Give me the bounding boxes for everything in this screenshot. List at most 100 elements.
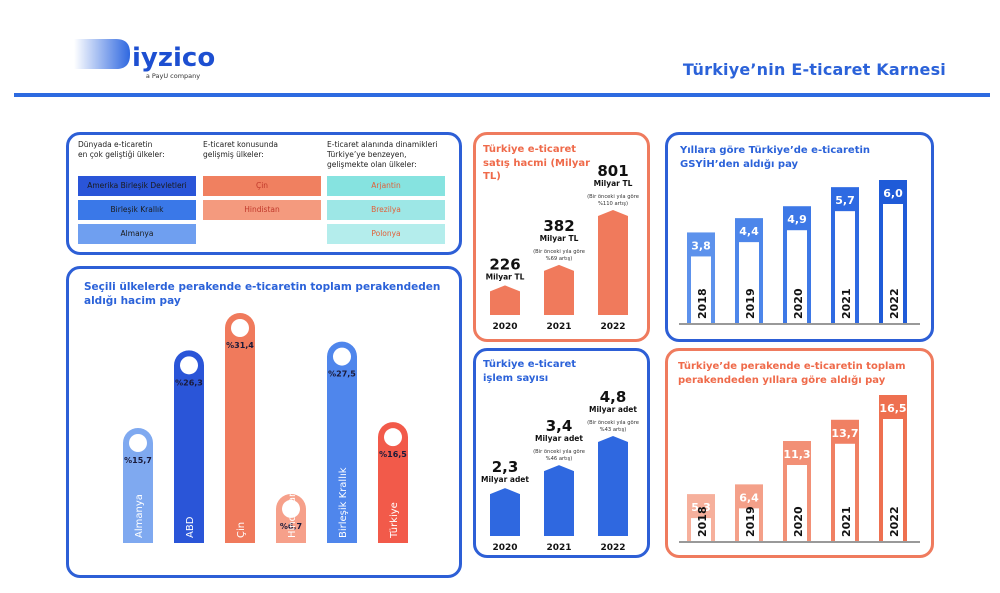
- growth-note: (Bir önceki yıla göre: [533, 449, 585, 455]
- bar-inner: [787, 230, 807, 323]
- retail-share-value: %16,5: [379, 450, 407, 459]
- year-label: 2020: [492, 543, 517, 553]
- value-label: 4,9: [787, 213, 807, 226]
- retail-share-value: %27,5: [328, 370, 356, 379]
- retail-share-chart: %15,7 Almanya %26,3 ABD %31,4 Çin %6,7Hindista…: [123, 313, 408, 543]
- retail-share-category: Almanya: [134, 494, 145, 538]
- bar-inner: [739, 242, 759, 323]
- sales-volume-title: Türkiye e-ticaret satış hacmi (Milyar TL…: [483, 144, 591, 182]
- retail-share-value: %6,7: [280, 522, 302, 531]
- saleschart-bar: [490, 285, 520, 315]
- bar-inner: [883, 204, 903, 323]
- country-tag: Almanya: [78, 224, 196, 244]
- retail-share-bar: [378, 422, 408, 543]
- country-column-title-line: E-ticaret konusunda: [203, 140, 278, 149]
- logo-swoosh-icon: [74, 39, 130, 69]
- country-column-title-line: E-ticaret alanında dinamikleri: [327, 140, 438, 149]
- txchart-bar: [490, 488, 520, 536]
- value-label: 3,8: [691, 239, 711, 252]
- value-label: 5,7: [835, 194, 855, 207]
- bar-inner: [835, 211, 855, 323]
- retail-share-category: Çin: [236, 522, 247, 538]
- country-column-title: E-ticaret konusunda gelişmiş ülkeler:: [203, 140, 328, 160]
- unit-label: Milyar adet: [589, 405, 637, 414]
- bar-cap-circle: [180, 356, 198, 375]
- retail-share-title: Seçili ülkelerde perakende e-ticaretin t…: [84, 281, 441, 308]
- unit-label: Milyar TL: [594, 179, 633, 188]
- unit-label: Milyar adet: [535, 434, 583, 443]
- value-label: 2,3: [492, 458, 519, 476]
- bar-cap-circle: [333, 347, 351, 366]
- country-column-title-line: Dünyada e-ticaretin: [78, 140, 153, 149]
- year-label: 2018: [696, 288, 709, 319]
- bar-inner: [691, 518, 711, 541]
- growth-note: %69 artış): [546, 256, 573, 262]
- country-column-title-line: en çok geliştiği ülkeler:: [78, 149, 165, 159]
- retail-share-bar: [174, 350, 204, 543]
- logo-text: iyzico: [132, 43, 215, 73]
- bar-inner: [835, 443, 855, 541]
- bar-cap-circle: [282, 499, 300, 518]
- bar-inner: [691, 256, 711, 323]
- unit-label: Milyar TL: [540, 234, 579, 243]
- country-column-title: Dünyada e-ticaretin en çok geliştiği ülke…: [78, 140, 203, 160]
- year-label: 2020: [492, 322, 517, 332]
- year-label: 2022: [888, 506, 901, 537]
- year-label: 2021: [840, 288, 853, 319]
- retail-share-bar: [327, 341, 357, 543]
- country-column-title-line: gelişmiş ülkeler:: [203, 149, 264, 159]
- country-column-title-line: Türkiye’ye benzeyen,: [327, 149, 407, 159]
- bar-cap-circle: [231, 319, 249, 337]
- year-label: 2021: [546, 543, 571, 553]
- growth-note: (Bir önceki yıla göre: [533, 249, 585, 255]
- country-tag: Birleşik Krallık: [78, 200, 196, 220]
- unit-label: Milyar TL: [486, 272, 525, 281]
- growth-note: %43 artış): [600, 427, 627, 433]
- growth-note: %46 artış): [546, 456, 573, 462]
- header-divider: [14, 93, 990, 97]
- gdp-share-title: Yıllara göre Türkiye’de e-ticaretin GSYİ…: [680, 145, 871, 170]
- country-tag: Brezilya: [327, 200, 445, 220]
- saleschart-bar: [598, 210, 628, 315]
- gdp-share-chart: 3,8 2018 4,4 2019 4,9 2020 5,7 2021 6,0 2022: [679, 180, 920, 325]
- retail-share-value: %26,3: [175, 378, 203, 387]
- country-tag: Polonya: [327, 224, 445, 244]
- growth-note: (Bir önceki yıla göre: [587, 194, 639, 200]
- country-column-title: E-ticaret alanında dinamikleri Türkiye’ye…: [327, 140, 452, 169]
- value-label: 3,4: [546, 417, 573, 435]
- retail-share-value: %31,4: [226, 341, 254, 350]
- value-label: 801: [597, 162, 628, 180]
- bar-inner: [787, 465, 807, 541]
- value-label: 6,4: [739, 491, 759, 504]
- year-label: 2021: [840, 506, 853, 537]
- year-label: 2022: [888, 288, 901, 319]
- country-tag: Amerika Birleşik Devletleri: [78, 176, 196, 196]
- retail-share-category: ABD: [185, 516, 196, 538]
- bar-cap-circle: [384, 428, 402, 447]
- iyzico-logo: iyzico a PayU company: [72, 37, 222, 87]
- country-tag: Hindistan: [203, 200, 321, 220]
- bar-inner: [883, 419, 903, 541]
- saleschart-bar: [544, 264, 574, 315]
- year-label: 2019: [744, 506, 757, 537]
- retail-share-category: Türkiye: [389, 502, 400, 539]
- year-label: 2019: [744, 288, 757, 319]
- txchart-bar: [598, 436, 628, 536]
- year-label: 2018: [696, 506, 709, 537]
- year-label: 2021: [546, 322, 571, 332]
- year-label: 2020: [792, 288, 805, 319]
- value-label: 4,4: [739, 225, 759, 238]
- retail-share-category: Birleşik Krallık: [338, 467, 349, 538]
- retail-share-bar: [225, 313, 255, 543]
- value-label: 6,0: [883, 187, 903, 200]
- unit-label: Milyar adet: [481, 475, 529, 484]
- year-label: 2022: [600, 543, 625, 553]
- country-column-title-line: gelişmekte olan ülkeler:: [327, 159, 417, 169]
- txchart-bar: [544, 465, 574, 536]
- country-tag: Çin: [203, 176, 321, 196]
- value-label: 13,7: [831, 427, 858, 440]
- value-label: 16,5: [879, 402, 906, 415]
